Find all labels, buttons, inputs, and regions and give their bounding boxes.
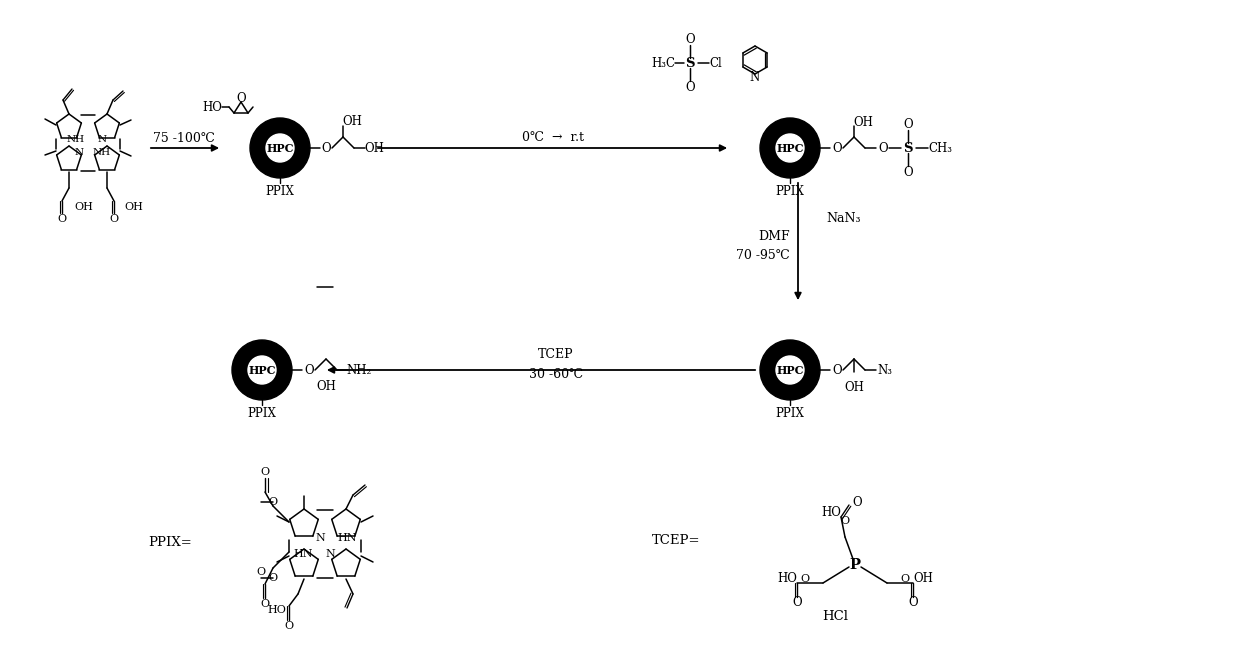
Text: O: O	[260, 467, 269, 477]
Circle shape	[776, 134, 804, 162]
Text: HPC: HPC	[776, 143, 804, 153]
Text: OH: OH	[124, 202, 143, 212]
Text: O: O	[832, 364, 842, 377]
Ellipse shape	[269, 139, 283, 149]
Text: O: O	[792, 596, 802, 610]
Text: 70 -95℃: 70 -95℃	[737, 249, 790, 261]
Text: O: O	[57, 214, 67, 224]
Text: OH: OH	[365, 141, 384, 155]
Text: P: P	[849, 558, 861, 572]
Text: O: O	[109, 214, 119, 224]
Circle shape	[760, 340, 820, 400]
Text: Cl: Cl	[709, 56, 723, 70]
Text: PPIX: PPIX	[265, 184, 294, 198]
Text: N: N	[315, 533, 325, 543]
Text: O: O	[284, 621, 294, 631]
Text: O: O	[304, 364, 314, 377]
Text: PPIX: PPIX	[775, 184, 805, 198]
Text: HO: HO	[268, 605, 286, 615]
Text: O: O	[832, 141, 842, 155]
Text: N: N	[98, 135, 107, 143]
Text: OH: OH	[316, 379, 336, 393]
Text: O: O	[321, 141, 331, 155]
Text: O: O	[903, 117, 913, 131]
Text: HO: HO	[202, 100, 222, 113]
Text: HPC: HPC	[248, 364, 275, 375]
Text: O: O	[268, 497, 278, 507]
Text: O: O	[903, 165, 913, 178]
Circle shape	[232, 340, 291, 400]
Text: S: S	[903, 141, 913, 155]
Circle shape	[760, 118, 820, 178]
Text: O: O	[878, 141, 888, 155]
Text: HN: HN	[337, 533, 357, 543]
Text: H₃C: H₃C	[651, 56, 675, 70]
Text: OH: OH	[853, 115, 873, 129]
Text: O: O	[852, 496, 862, 509]
Text: HPC: HPC	[267, 143, 294, 153]
Text: 75 -100℃: 75 -100℃	[153, 131, 215, 145]
Ellipse shape	[780, 139, 792, 149]
Text: O: O	[841, 516, 849, 526]
Text: OH: OH	[844, 381, 864, 393]
Text: HCl: HCl	[822, 610, 848, 624]
Text: O: O	[900, 574, 910, 584]
Ellipse shape	[252, 361, 264, 371]
Text: OH: OH	[342, 115, 362, 127]
Text: NH: NH	[93, 147, 112, 157]
Circle shape	[776, 356, 804, 384]
Text: O: O	[801, 574, 810, 584]
Text: PPIX=: PPIX=	[149, 537, 192, 549]
Text: NH₂: NH₂	[346, 364, 372, 377]
Circle shape	[250, 118, 310, 178]
Text: PPIX: PPIX	[248, 407, 277, 419]
Text: S: S	[686, 56, 694, 70]
Text: CH₃: CH₃	[928, 141, 952, 155]
Text: TCEP=: TCEP=	[651, 533, 701, 547]
Circle shape	[267, 134, 294, 162]
Text: HPC: HPC	[776, 364, 804, 375]
Text: 30 -60℃: 30 -60℃	[529, 368, 583, 381]
Text: O: O	[686, 80, 694, 94]
Text: 0℃  →  r.t: 0℃ → r.t	[522, 131, 584, 143]
Text: PPIX: PPIX	[775, 407, 805, 419]
Text: O: O	[268, 573, 278, 583]
Text: HN: HN	[293, 549, 312, 559]
Text: NH: NH	[67, 135, 86, 143]
Text: N: N	[750, 70, 760, 84]
Text: O: O	[257, 567, 265, 577]
Text: O: O	[236, 92, 246, 105]
Text: O: O	[686, 33, 694, 46]
Text: N: N	[74, 147, 83, 157]
Text: N: N	[325, 549, 335, 559]
Ellipse shape	[780, 361, 792, 371]
Text: O: O	[260, 599, 269, 609]
Text: DMF: DMF	[759, 230, 790, 243]
Text: NaN₃: NaN₃	[826, 212, 861, 224]
Text: OH: OH	[74, 202, 93, 212]
Text: TCEP: TCEP	[538, 348, 574, 360]
Text: OH: OH	[913, 572, 932, 584]
Circle shape	[248, 356, 277, 384]
Text: HO: HO	[777, 572, 797, 584]
Text: HO: HO	[821, 507, 841, 519]
Text: O: O	[908, 596, 918, 610]
Text: N₃: N₃	[878, 364, 893, 377]
